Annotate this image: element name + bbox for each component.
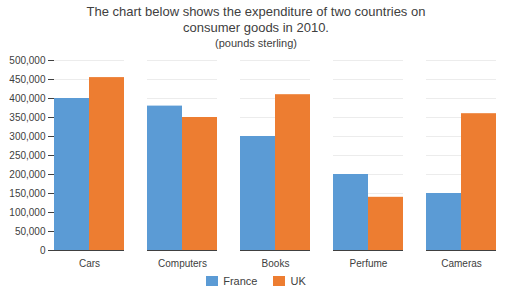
svg-text:200,000: 200,000	[9, 169, 46, 180]
svg-text:300,000: 300,000	[9, 131, 46, 142]
html-text:consumer goods in 2010.: consumer goods in 2010.	[183, 20, 329, 35]
svg-text:Perfume: Perfume	[350, 258, 388, 269]
html-text:(pounds sterling): (pounds sterling)	[215, 37, 297, 49]
svg-text:350,000: 350,000	[9, 112, 46, 123]
html-text:UK: UK	[290, 275, 306, 287]
html-text:France: France	[223, 275, 258, 287]
svg-text:Cameras: Cameras	[441, 258, 482, 269]
svg-text:150,000: 150,000	[9, 188, 46, 199]
svg-text:Books: Books	[262, 258, 290, 269]
svg-text:0: 0	[40, 245, 46, 256]
svg-text:400,000: 400,000	[9, 93, 46, 104]
svg-text:Cars: Cars	[79, 258, 100, 269]
svg-text:450,000: 450,000	[9, 74, 46, 85]
html-text:The chart below shows the expe: The chart below shows the expenditure of…	[86, 4, 426, 19]
svg-text:500,000: 500,000	[9, 55, 46, 66]
svg-text:50,000: 50,000	[15, 226, 46, 237]
svg-text:100,000: 100,000	[9, 207, 46, 218]
svg-text:250,000: 250,000	[9, 150, 46, 161]
svg-text:Computers: Computers	[158, 258, 207, 269]
